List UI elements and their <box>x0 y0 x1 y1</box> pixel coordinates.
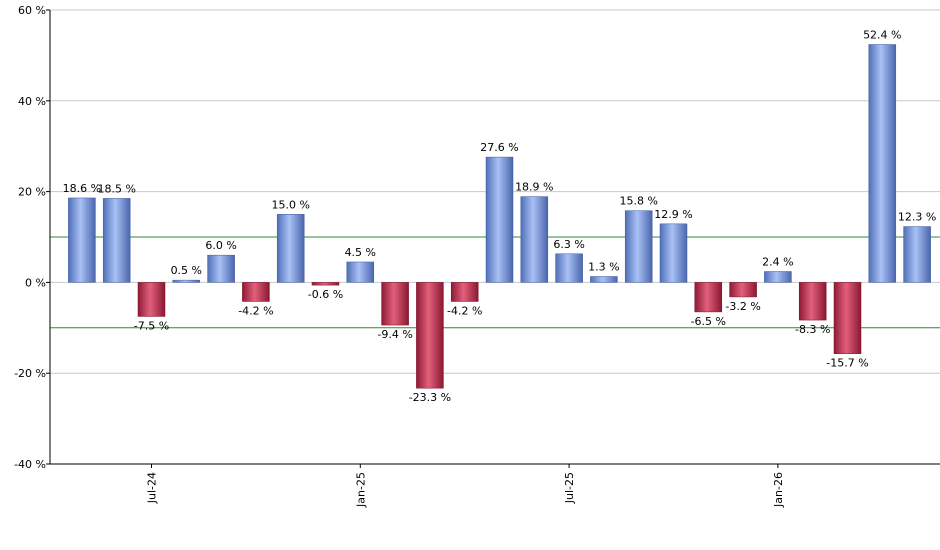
bar <box>729 282 757 298</box>
axes: -40 % -20 % 0 % 20 % 40 % 60 % Jul-24 Jan-25 Jul… <box>14 4 940 508</box>
bar <box>381 282 409 326</box>
bar <box>450 282 479 302</box>
y-tick-label: -20 % <box>14 367 46 380</box>
bar-value-label: 52.4 % <box>863 29 901 42</box>
bar-value-label: -0.6 % <box>308 288 343 301</box>
bar <box>555 253 583 283</box>
y-tick-label: 40 % <box>18 95 46 108</box>
bar-value-label: 27.6 % <box>480 141 518 154</box>
bar-value-label: 6.3 % <box>553 238 584 251</box>
bar-value-label: 6.0 % <box>205 239 236 252</box>
y-tick-label: 20 % <box>18 186 46 199</box>
bar <box>137 282 166 317</box>
bar-value-label: -6.5 % <box>691 315 726 328</box>
y-tick-label: -40 % <box>14 458 46 471</box>
bar-value-label: 0.5 % <box>171 264 202 277</box>
bar-value-label: 2.4 % <box>762 256 793 269</box>
bar <box>624 210 653 283</box>
bar-value-label: -8.3 % <box>795 323 830 336</box>
bar-value-label: 15.0 % <box>271 198 309 211</box>
bar-value-label: 18.9 % <box>515 181 553 194</box>
bar <box>694 282 723 313</box>
bar <box>207 254 235 283</box>
bar <box>172 279 201 283</box>
bar <box>276 214 305 283</box>
bar-value-label: -7.5 % <box>134 319 169 332</box>
bar <box>903 226 931 283</box>
x-tick-label: Jul-25 <box>563 472 576 504</box>
bar-value-label: 12.3 % <box>898 211 936 224</box>
bar <box>346 261 375 283</box>
bar <box>520 196 549 283</box>
bar-value-label: -15.7 % <box>826 357 868 370</box>
bar-value-label: -4.2 % <box>238 304 273 317</box>
bar <box>590 276 618 283</box>
x-tick-label: Jul-24 <box>146 472 159 504</box>
bar <box>659 223 688 283</box>
bar <box>311 282 340 286</box>
y-tick-label: 60 % <box>18 4 46 17</box>
bar <box>242 282 270 302</box>
bar-value-label: 1.3 % <box>588 260 619 273</box>
data-labels: 18.6 %18.5 % -7.5 % 0.5 %6.0 % -4.2 % 15.0 %… <box>63 29 937 405</box>
bar-value-label: 4.5 % <box>345 246 376 259</box>
bar <box>102 198 131 283</box>
y-tick-label: 0 % <box>25 276 46 289</box>
bar-value-label: 18.5 % <box>97 182 135 195</box>
bars <box>68 44 931 389</box>
bar-value-label: -4.2 % <box>447 304 482 317</box>
bar <box>68 197 96 283</box>
bar-value-label: 12.9 % <box>654 208 692 221</box>
bar <box>485 156 514 283</box>
bar <box>798 282 827 321</box>
bar <box>764 271 792 283</box>
x-tick-label: Jan-25 <box>354 472 367 508</box>
bar-value-label: 18.6 % <box>63 182 101 195</box>
bar <box>416 282 444 389</box>
x-tick-label: Jan-26 <box>772 472 785 508</box>
bar <box>833 282 862 354</box>
bar-value-label: -9.4 % <box>377 328 412 341</box>
bar-value-label: 15.8 % <box>619 195 657 208</box>
bar <box>868 44 897 283</box>
bar-value-label: -3.2 % <box>725 300 760 313</box>
bar-value-label: -23.3 % <box>409 391 451 404</box>
